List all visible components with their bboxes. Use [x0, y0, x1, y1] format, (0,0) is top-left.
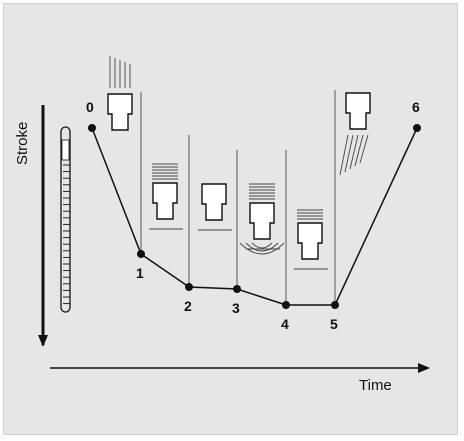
curve-points: 0 1 2 3 4 5 6 — [86, 99, 421, 332]
tool-vibrating-icon — [294, 209, 328, 270]
x-axis-label: Time — [359, 377, 392, 394]
tool-falling-icon — [107, 56, 133, 131]
curve-point-label: 4 — [281, 316, 289, 332]
curve-point-label: 0 — [86, 99, 94, 115]
curve-point-label: 5 — [330, 316, 338, 332]
curve-point-marker — [282, 301, 290, 309]
tool-icons — [107, 56, 371, 270]
tool-impact-icon — [239, 183, 285, 255]
curve-point-marker — [413, 124, 421, 132]
curve-point-marker — [88, 124, 96, 132]
tool-idle-icon — [198, 183, 232, 231]
curve-point-marker — [137, 250, 145, 258]
curve-point-marker — [331, 301, 339, 309]
phase-separators — [140, 90, 336, 306]
curve-point-marker — [233, 285, 241, 293]
ruler-ticks — [63, 164, 70, 305]
y-axis-label: Stroke — [14, 122, 31, 165]
curve-point-label: 1 — [136, 265, 144, 281]
curve-point-marker — [185, 283, 193, 291]
curve-point-label: 2 — [184, 298, 192, 314]
tool-vibrating-icon — [149, 163, 183, 230]
diagram-panel — [3, 3, 458, 435]
stroke-ruler — [60, 126, 71, 313]
tool-rising-icon — [339, 92, 371, 176]
curve-point-label: 6 — [412, 99, 420, 115]
curve-point-label: 3 — [232, 300, 240, 316]
